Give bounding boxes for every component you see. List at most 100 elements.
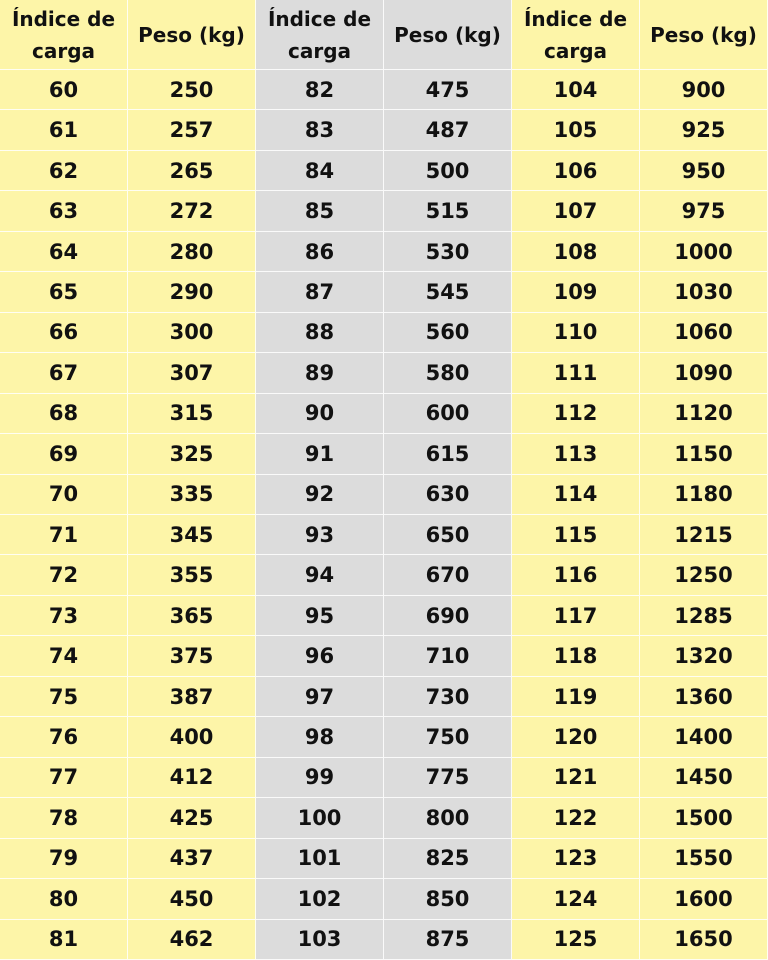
weight-cell: 900: [640, 70, 768, 111]
load-index-cell: 107: [512, 191, 640, 232]
load-index-cell: 64: [0, 231, 128, 273]
weight-cell: 925: [640, 110, 768, 151]
load-index-cell: 73: [0, 595, 128, 637]
load-index-cell: 69: [0, 434, 128, 475]
load-index-cell: 108: [512, 231, 640, 273]
load-index-cell: 110: [512, 312, 640, 354]
weight-cell: 1500: [640, 798, 768, 839]
load-index-cell: 83: [256, 110, 384, 151]
load-index-cell: 113: [512, 434, 640, 475]
load-index-cell: 104: [512, 70, 640, 111]
header-cell: Peso (kg): [128, 0, 256, 70]
weight-cell: 1400: [640, 717, 768, 758]
load-index-cell: 70: [0, 474, 128, 515]
weight-cell: 1320: [640, 636, 768, 677]
weight-cell: 475: [384, 70, 512, 111]
weight-cell: 775: [384, 757, 512, 799]
weight-cell: 950: [640, 150, 768, 192]
header-cell: Índice de carga: [256, 0, 384, 70]
weight-cell: 1360: [640, 676, 768, 718]
load-index-cell: 119: [512, 676, 640, 718]
load-index-cell: 97: [256, 676, 384, 718]
header-cell: Peso (kg): [384, 0, 512, 70]
load-index-cell: 105: [512, 110, 640, 151]
weight-cell: 690: [384, 595, 512, 637]
weight-cell: 300: [128, 312, 256, 354]
weight-cell: 1215: [640, 514, 768, 556]
load-index-cell: 72: [0, 555, 128, 596]
weight-cell: 650: [384, 514, 512, 556]
weight-cell: 615: [384, 434, 512, 475]
load-index-cell: 81: [0, 919, 128, 960]
weight-cell: 462: [128, 919, 256, 960]
load-index-cell: 95: [256, 595, 384, 637]
weight-cell: 825: [384, 838, 512, 880]
load-index-cell: 112: [512, 393, 640, 435]
load-index-cell: 75: [0, 676, 128, 718]
weight-cell: 1000: [640, 231, 768, 273]
load-index-cell: 124: [512, 879, 640, 920]
weight-cell: 800: [384, 798, 512, 839]
weight-cell: 335: [128, 474, 256, 515]
load-index-cell: 82: [256, 70, 384, 111]
weight-cell: 1120: [640, 393, 768, 435]
weight-cell: 387: [128, 676, 256, 718]
weight-cell: 730: [384, 676, 512, 718]
weight-cell: 425: [128, 798, 256, 839]
weight-cell: 875: [384, 919, 512, 960]
weight-cell: 545: [384, 272, 512, 313]
load-index-cell: 91: [256, 434, 384, 475]
weight-cell: 1090: [640, 353, 768, 394]
weight-cell: 1180: [640, 474, 768, 515]
load-index-cell: 106: [512, 150, 640, 192]
load-index-cell: 62: [0, 150, 128, 192]
weight-cell: 600: [384, 393, 512, 435]
weight-cell: 345: [128, 514, 256, 556]
weight-cell: 280: [128, 231, 256, 273]
weight-cell: 272: [128, 191, 256, 232]
header-cell: Peso (kg): [640, 0, 768, 70]
load-index-cell: 89: [256, 353, 384, 394]
load-index-cell: 117: [512, 595, 640, 637]
load-index-cell: 99: [256, 757, 384, 799]
weight-cell: 1285: [640, 595, 768, 637]
weight-cell: 1060: [640, 312, 768, 354]
load-index-cell: 109: [512, 272, 640, 313]
weight-cell: 975: [640, 191, 768, 232]
weight-cell: 1450: [640, 757, 768, 799]
weight-cell: 580: [384, 353, 512, 394]
weight-cell: 670: [384, 555, 512, 596]
weight-cell: 400: [128, 717, 256, 758]
weight-cell: 487: [384, 110, 512, 151]
weight-cell: 365: [128, 595, 256, 637]
load-index-cell: 114: [512, 474, 640, 515]
load-index-cell: 60: [0, 70, 128, 111]
load-index-cell: 123: [512, 838, 640, 880]
load-index-cell: 101: [256, 838, 384, 880]
load-index-cell: 93: [256, 514, 384, 556]
load-index-cell: 71: [0, 514, 128, 556]
weight-cell: 710: [384, 636, 512, 677]
load-index-cell: 90: [256, 393, 384, 435]
load-index-cell: 111: [512, 353, 640, 394]
load-index-cell: 120: [512, 717, 640, 758]
load-index-cell: 100: [256, 798, 384, 839]
load-index-cell: 68: [0, 393, 128, 435]
load-index-cell: 103: [256, 919, 384, 960]
weight-cell: 1030: [640, 272, 768, 313]
load-index-cell: 80: [0, 879, 128, 920]
weight-cell: 1250: [640, 555, 768, 596]
load-index-cell: 92: [256, 474, 384, 515]
weight-cell: 290: [128, 272, 256, 313]
load-index-cell: 84: [256, 150, 384, 192]
weight-cell: 325: [128, 434, 256, 475]
weight-cell: 500: [384, 150, 512, 192]
load-index-cell: 125: [512, 919, 640, 960]
weight-cell: 307: [128, 353, 256, 394]
load-index-cell: 115: [512, 514, 640, 556]
load-index-cell: 61: [0, 110, 128, 151]
load-index-cell: 67: [0, 353, 128, 394]
load-index-cell: 79: [0, 838, 128, 880]
load-index-cell: 122: [512, 798, 640, 839]
load-index-cell: 88: [256, 312, 384, 354]
